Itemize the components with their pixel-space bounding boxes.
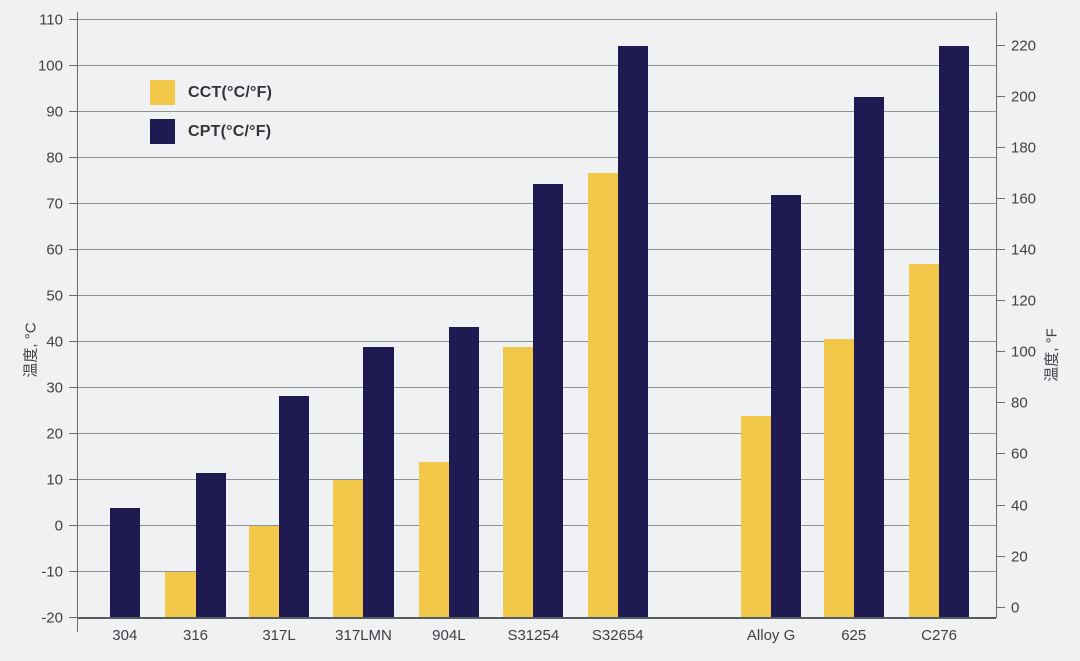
x-axis-label: 625 — [841, 627, 867, 644]
left-axis-tick-label: -20 — [41, 609, 63, 627]
right-axis-tick — [996, 606, 1005, 608]
bar-cct-s31254 — [503, 347, 534, 618]
cct-color-swatch — [150, 80, 175, 105]
bar-cct-317l — [249, 526, 280, 618]
x-axis-label: Alloy G — [746, 627, 796, 644]
bar-cpt-317lmn — [363, 347, 394, 618]
left-axis-tick — [69, 65, 78, 66]
left-axis-tick — [69, 479, 78, 480]
left-axis-tick — [69, 249, 78, 250]
right-axis-tick — [996, 504, 1005, 506]
left-axis-tick-label: 70 — [46, 195, 63, 213]
x-axis-label: C276 — [921, 627, 958, 644]
left-axis-tick-label: 20 — [46, 425, 63, 443]
x-axis-label: 904L — [432, 627, 466, 644]
bar-cpt-alloy-g — [771, 194, 802, 618]
bar-cpt-625 — [853, 96, 884, 618]
left-axis-tick-label: 80 — [46, 149, 63, 167]
x-axis-line — [78, 617, 996, 619]
left-axis-tick — [69, 203, 78, 204]
left-axis-tick-label: -10 — [41, 563, 63, 581]
x-axis-label: 317L — [262, 627, 296, 644]
legend-label-cpt: CPT(°C/°F) — [188, 122, 272, 140]
right-axis-tick-label: 20 — [1011, 548, 1028, 566]
plot-area: CCT(°C/°F) CPT(°C/°F) -20 -10 0 10 20 30 40 50 6… — [38, 12, 1036, 645]
left-axis-tick — [69, 295, 78, 296]
right-axis-tick — [996, 249, 1005, 250]
bar-cpt-316 — [195, 473, 226, 618]
legend-item-cpt: CPT(°C/°F) — [150, 119, 272, 144]
left-axis-tick-label: 30 — [46, 379, 63, 397]
right-axis-title: 温度, °F — [1043, 328, 1061, 382]
x-axis-label: S32654 — [591, 627, 644, 644]
cpt-color-swatch — [150, 119, 175, 144]
gridline — [78, 19, 996, 20]
right-axis-tick — [996, 44, 1005, 46]
x-axis-label: S31254 — [507, 627, 560, 644]
left-axis-tick-label: 10 — [46, 471, 63, 489]
right-axis-tick-label: 40 — [1011, 497, 1028, 515]
gridline — [78, 157, 996, 158]
left-axis-tick — [69, 571, 78, 572]
right-axis-line — [996, 12, 997, 618]
left-axis-title: 温度, °C — [22, 322, 40, 378]
bar-cct-alloy-g — [741, 416, 772, 618]
x-axis-label: 317LMN — [335, 627, 392, 644]
right-axis-tick-label: 140 — [1011, 241, 1037, 259]
x-axis-label: 316 — [182, 627, 209, 644]
left-axis-tick-label: 50 — [46, 287, 63, 305]
bar-cct-s32654 — [587, 173, 618, 618]
legend: CCT(°C/°F) CPT(°C/°F) — [150, 80, 272, 158]
right-axis-tick-label: 80 — [1011, 394, 1028, 412]
bar-cct-904l — [418, 462, 449, 618]
right-axis-tick-label: 0 — [1011, 599, 1020, 617]
left-axis-tick — [69, 525, 78, 526]
bar-cct-625 — [823, 338, 854, 618]
right-axis-tick — [996, 351, 1005, 353]
left-axis-tick-label: 100 — [37, 57, 63, 75]
right-axis-tick — [996, 95, 1005, 97]
bar-cpt-s31254 — [533, 183, 564, 618]
right-axis-tick — [996, 402, 1005, 404]
right-axis-tick-label: 180 — [1011, 139, 1037, 157]
left-axis-tick — [69, 617, 78, 618]
right-axis-tick — [996, 453, 1005, 455]
left-axis-tick — [69, 19, 78, 20]
right-axis-tick-label: 160 — [1011, 190, 1037, 208]
bar-cct-317lmn — [333, 480, 364, 618]
left-axis-tick — [69, 157, 78, 158]
left-axis-tick-label: 60 — [46, 241, 63, 259]
left-axis-line — [77, 12, 78, 632]
right-axis-tick-label: 200 — [1011, 88, 1037, 106]
x-axis-label: 304 — [112, 627, 138, 644]
bar-cct-c276 — [909, 263, 940, 618]
left-axis-tick — [69, 387, 78, 388]
bar-cpt-904l — [448, 326, 479, 618]
left-axis-tick-label: 0 — [54, 517, 63, 535]
gridline — [78, 65, 996, 66]
legend-label-cct: CCT(°C/°F) — [188, 83, 273, 101]
left-axis-tick-label: 40 — [46, 333, 63, 351]
right-axis-tick — [996, 146, 1005, 148]
right-axis-tick — [996, 555, 1005, 557]
legend-item-cct: CCT(°C/°F) — [150, 80, 272, 105]
right-axis-tick-label: 60 — [1011, 445, 1028, 463]
right-axis-tick-label: 100 — [1011, 343, 1037, 361]
right-axis-tick-label: 120 — [1011, 292, 1037, 310]
bar-cpt-s32654 — [617, 45, 648, 618]
left-axis-tick-label: 90 — [46, 103, 63, 121]
left-axis-tick — [69, 341, 78, 342]
right-axis-tick-label: 220 — [1011, 37, 1037, 55]
gridline — [78, 111, 996, 112]
left-axis-tick — [69, 433, 78, 434]
left-axis-tick — [69, 111, 78, 112]
bar-cpt-c276 — [939, 45, 970, 618]
bar-cct-316 — [165, 572, 196, 618]
bar-cpt-317l — [279, 395, 310, 618]
left-axis-tick-label: 110 — [39, 11, 63, 29]
right-axis-tick — [996, 197, 1005, 199]
bar-cpt-304 — [109, 507, 140, 618]
right-axis-tick — [996, 300, 1005, 302]
